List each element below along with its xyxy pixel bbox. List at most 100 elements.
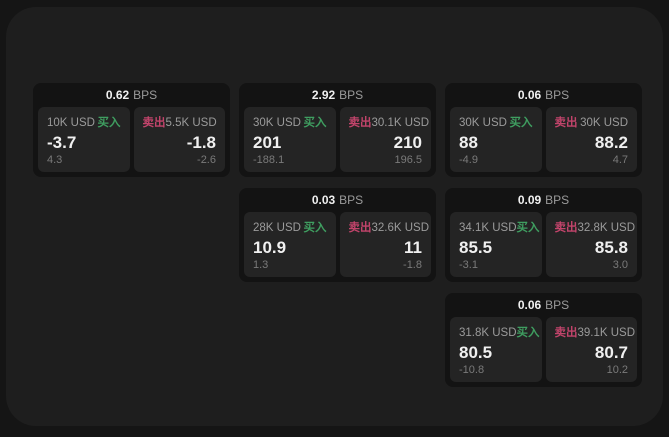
bps-value: 0.06 — [517, 298, 542, 312]
buy-panel[interactable]: 30K USD 买入 88 -4.9 — [450, 107, 542, 172]
sell-size: 5.5K USD — [165, 117, 217, 129]
sell-price: 88.2 — [594, 132, 628, 152]
buy-price: 80.5 — [459, 342, 493, 362]
panel-row: 10K USD 买入 -3.7 4.3 卖出 5.5K USD -1.8 -2.… — [33, 107, 230, 177]
sell-panel-top: 卖出 5.5K USD — [143, 114, 217, 130]
sell-side-label: 卖出 — [348, 117, 372, 129]
bps-unit-label: BPS — [133, 88, 158, 102]
buy-panel-top: 31.8K USD 买入 — [459, 324, 540, 340]
buy-size: 28K USD — [253, 222, 301, 234]
sell-size: 30K USD — [580, 117, 628, 129]
buy-size: 10K USD — [47, 117, 95, 129]
buy-panel[interactable]: 34.1K USD 买入 85.5 -3.1 — [450, 212, 542, 277]
buy-side-label: 买入 — [516, 222, 540, 234]
buy-panel-top: 30K USD 买入 — [253, 114, 327, 130]
quote-card: 0.62 BPS 10K USD 买入 -3.7 4.3 卖出 5.5K USD… — [33, 83, 230, 177]
sell-price: -1.8 — [186, 132, 216, 152]
panel-row: 34.1K USD 买入 85.5 -3.1 卖出 32.8K USD 85.8… — [445, 212, 642, 282]
card-header: 2.92 BPS — [239, 83, 436, 107]
sell-panel[interactable]: 卖出 5.5K USD -1.8 -2.6 — [133, 107, 225, 172]
sell-side-label: 卖出 — [554, 222, 578, 234]
buy-sub-value: -10.8 — [459, 364, 485, 376]
buy-side-label: 买入 — [303, 222, 327, 234]
bps-unit-label: BPS — [339, 193, 364, 207]
buy-side-label: 买入 — [97, 117, 121, 129]
bps-value: 2.92 — [311, 88, 336, 102]
sell-panel-top: 卖出 32.8K USD — [554, 219, 636, 235]
card-header: 0.03 BPS — [239, 188, 436, 212]
panel-row: 28K USD 买入 10.9 1.3 卖出 32.6K USD 11 -1.8 — [239, 212, 436, 282]
bps-unit-label: BPS — [339, 88, 364, 102]
quote-card: 0.09 BPS 34.1K USD 买入 85.5 -3.1 卖出 32.8K… — [445, 188, 642, 282]
bps-value: 0.62 — [105, 88, 130, 102]
buy-side-label: 买入 — [516, 327, 540, 339]
sell-panel[interactable]: 卖出 39.1K USD 80.7 10.2 — [545, 317, 637, 382]
sell-panel-top: 卖出 30K USD — [555, 114, 629, 130]
buy-price: 201 — [253, 132, 282, 152]
buy-panel-top: 30K USD 买入 — [459, 114, 533, 130]
bps-unit-label: BPS — [545, 298, 570, 312]
card-header: 0.09 BPS — [445, 188, 642, 212]
sell-price: 11 — [404, 237, 422, 257]
buy-sub-value: 4.3 — [47, 154, 63, 166]
buy-size: 30K USD — [253, 117, 301, 129]
quote-card: 0.06 BPS 31.8K USD 买入 80.5 -10.8 卖出 39.1… — [445, 293, 642, 387]
sell-panel[interactable]: 卖出 30.1K USD 210 196.5 — [339, 107, 431, 172]
panel-row: 31.8K USD 买入 80.5 -10.8 卖出 39.1K USD 80.… — [445, 317, 642, 387]
buy-sub-value: 1.3 — [253, 259, 269, 271]
buy-side-label: 买入 — [303, 117, 327, 129]
buy-panel-top: 34.1K USD 买入 — [459, 219, 540, 235]
sell-panel[interactable]: 卖出 32.6K USD 11 -1.8 — [339, 212, 431, 277]
buy-panel[interactable]: 30K USD 买入 201 -188.1 — [244, 107, 336, 172]
card-header: 0.06 BPS — [445, 293, 642, 317]
panel-row: 30K USD 买入 201 -188.1 卖出 30.1K USD 210 1… — [239, 107, 436, 177]
sell-side-label: 卖出 — [554, 327, 578, 339]
sell-price: 210 — [393, 132, 422, 152]
sell-panel[interactable]: 卖出 32.8K USD 85.8 3.0 — [545, 212, 637, 277]
buy-size: 31.8K USD — [459, 327, 517, 339]
sell-panel-top: 卖出 30.1K USD — [348, 114, 430, 130]
bps-value: 0.09 — [517, 193, 542, 207]
quote-card: 0.03 BPS 28K USD 买入 10.9 1.3 卖出 32.6K US… — [239, 188, 436, 282]
sell-sub-value: 10.2 — [606, 364, 628, 376]
buy-price: 85.5 — [459, 237, 493, 257]
sell-sub-value: 196.5 — [394, 154, 422, 166]
buy-panel[interactable]: 10K USD 买入 -3.7 4.3 — [38, 107, 130, 172]
sell-price: 80.7 — [594, 342, 628, 362]
sell-size: 39.1K USD — [577, 327, 636, 339]
bps-value: 0.06 — [517, 88, 542, 102]
sell-sub-value: 3.0 — [612, 259, 628, 271]
buy-panel[interactable]: 28K USD 买入 10.9 1.3 — [244, 212, 336, 277]
buy-panel-top: 10K USD 买入 — [47, 114, 121, 130]
quote-card: 2.92 BPS 30K USD 买入 201 -188.1 卖出 30.1K … — [239, 83, 436, 177]
sell-sub-value: -1.8 — [403, 259, 422, 271]
sell-sub-value: 4.7 — [612, 154, 628, 166]
bps-unit-label: BPS — [545, 88, 570, 102]
bps-unit-label: BPS — [545, 193, 570, 207]
card-header: 0.06 BPS — [445, 83, 642, 107]
sell-panel-top: 卖出 32.6K USD — [348, 219, 430, 235]
sell-side-label: 卖出 — [348, 222, 372, 234]
card-header: 0.62 BPS — [33, 83, 230, 107]
sell-size: 32.6K USD — [371, 222, 430, 234]
buy-size: 34.1K USD — [459, 222, 517, 234]
buy-panel-top: 28K USD 买入 — [253, 219, 327, 235]
sell-size: 30.1K USD — [371, 117, 430, 129]
buy-price: -3.7 — [47, 132, 77, 152]
sell-side-label: 卖出 — [554, 117, 578, 129]
sell-panel-top: 卖出 39.1K USD — [554, 324, 636, 340]
sell-side-label: 卖出 — [142, 117, 166, 129]
buy-side-label: 买入 — [509, 117, 533, 129]
sell-panel[interactable]: 卖出 30K USD 88.2 4.7 — [545, 107, 637, 172]
buy-panel[interactable]: 31.8K USD 买入 80.5 -10.8 — [450, 317, 542, 382]
sell-size: 32.8K USD — [577, 222, 636, 234]
quote-card: 0.06 BPS 30K USD 买入 88 -4.9 卖出 30K USD 8… — [445, 83, 642, 177]
buy-price: 88 — [459, 132, 478, 152]
panel-row: 30K USD 买入 88 -4.9 卖出 30K USD 88.2 4.7 — [445, 107, 642, 177]
buy-size: 30K USD — [459, 117, 507, 129]
bps-value: 0.03 — [311, 193, 336, 207]
buy-sub-value: -188.1 — [253, 154, 285, 166]
buy-price: 10.9 — [253, 237, 287, 257]
buy-sub-value: -4.9 — [459, 154, 478, 166]
sell-price: 85.8 — [594, 237, 628, 257]
